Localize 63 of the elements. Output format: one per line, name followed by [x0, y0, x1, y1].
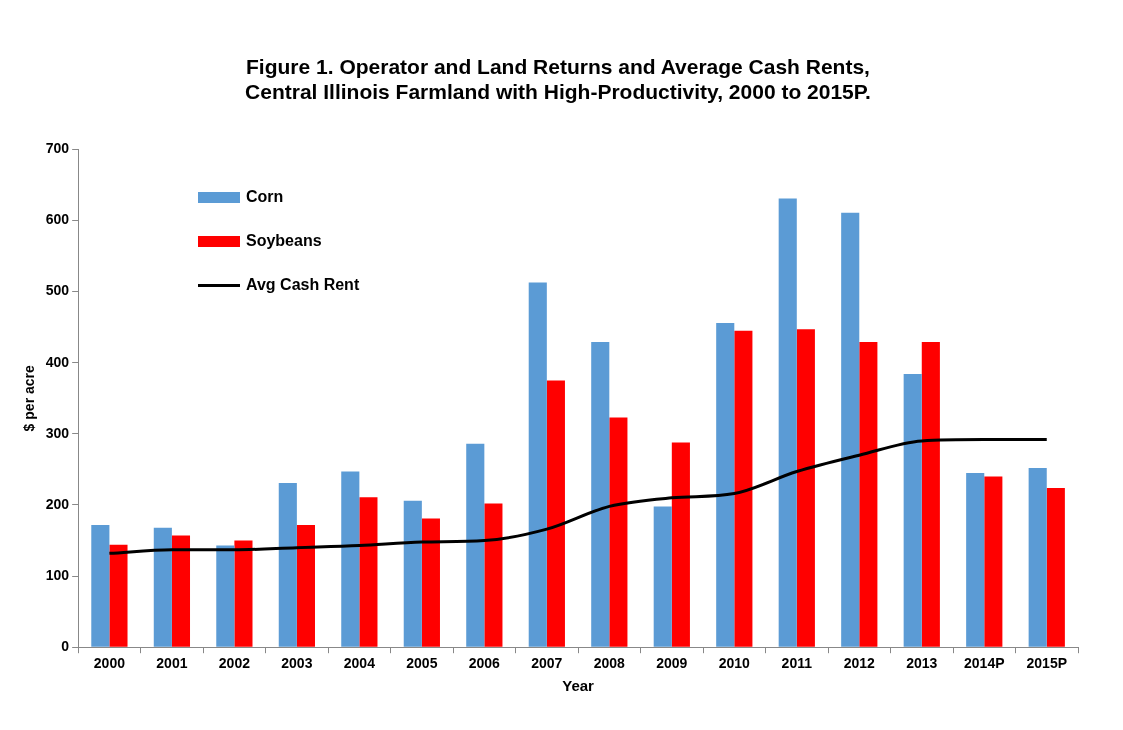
bar — [903, 374, 922, 647]
x-tick-label: 2010 — [718, 655, 751, 672]
bar — [546, 380, 565, 647]
bar — [841, 212, 860, 647]
bar — [153, 527, 172, 647]
bar — [109, 544, 128, 647]
bar — [278, 482, 297, 647]
x-axis-title: Year — [562, 677, 595, 695]
bar — [1028, 467, 1047, 647]
x-tick-label: 2012 — [843, 655, 876, 672]
x-tick-label: 2004 — [343, 655, 376, 672]
legend-label: Avg Cash Rent — [246, 276, 360, 294]
bar — [359, 497, 378, 647]
x-tick-label: 2003 — [281, 655, 313, 672]
bar — [609, 417, 628, 647]
x-tick-label: 2000 — [93, 655, 126, 672]
bar — [466, 443, 485, 647]
y-tick-label: 200 — [45, 495, 70, 512]
bar — [591, 342, 610, 647]
bar — [921, 342, 940, 647]
bar — [653, 506, 672, 647]
x-tick-label: 2002 — [218, 655, 251, 672]
bar — [296, 524, 315, 647]
bar — [171, 535, 191, 647]
bar — [671, 442, 690, 647]
y-tick-label: 700 — [45, 140, 70, 157]
x-tick-label: 2006 — [468, 655, 501, 672]
x-tick-label: 2014P — [964, 655, 1005, 672]
x-tick-label: 2001 — [156, 655, 188, 672]
x-tick-label: 2013 — [906, 655, 938, 672]
y-tick-label: 300 — [45, 424, 70, 441]
y-tick-label: 400 — [45, 353, 70, 370]
bar — [796, 329, 815, 647]
x-tick-label: 2008 — [593, 655, 626, 672]
bar — [403, 500, 422, 647]
x-tick-label: 2015P — [1026, 655, 1067, 672]
bar — [778, 198, 797, 647]
legend-label: Corn — [246, 188, 284, 206]
y-tick-label: 100 — [45, 566, 70, 583]
bar — [984, 476, 1003, 647]
bar — [1046, 487, 1065, 647]
chart-title: Figure 1. Operator and Land Returns and Average Cash Rents, Central Illinois Farmland with High-Productivity, 2000 to 2015P. — [244, 54, 872, 104]
x-tick-label: 2009 — [656, 655, 688, 672]
line-series — [107, 438, 1049, 555]
bar — [216, 545, 235, 647]
legend-label: Soybeans — [246, 232, 322, 250]
bar — [91, 524, 110, 647]
x-tick-label: 2007 — [531, 655, 563, 672]
bar — [716, 322, 735, 647]
y-tick-label: 600 — [45, 211, 70, 228]
bar — [421, 518, 440, 647]
x-tick-label: 2005 — [406, 655, 438, 672]
bar — [966, 472, 985, 647]
bar — [734, 330, 753, 647]
bar — [859, 342, 878, 647]
bar — [341, 471, 360, 647]
y-tick-label: 500 — [45, 282, 70, 299]
x-tick-label: 2011 — [781, 655, 813, 672]
bar — [528, 282, 547, 647]
bar — [234, 540, 253, 647]
y-tick-label: 0 — [61, 638, 70, 655]
bar — [484, 503, 503, 647]
y-axis-title: $ per acre — [21, 365, 38, 432]
